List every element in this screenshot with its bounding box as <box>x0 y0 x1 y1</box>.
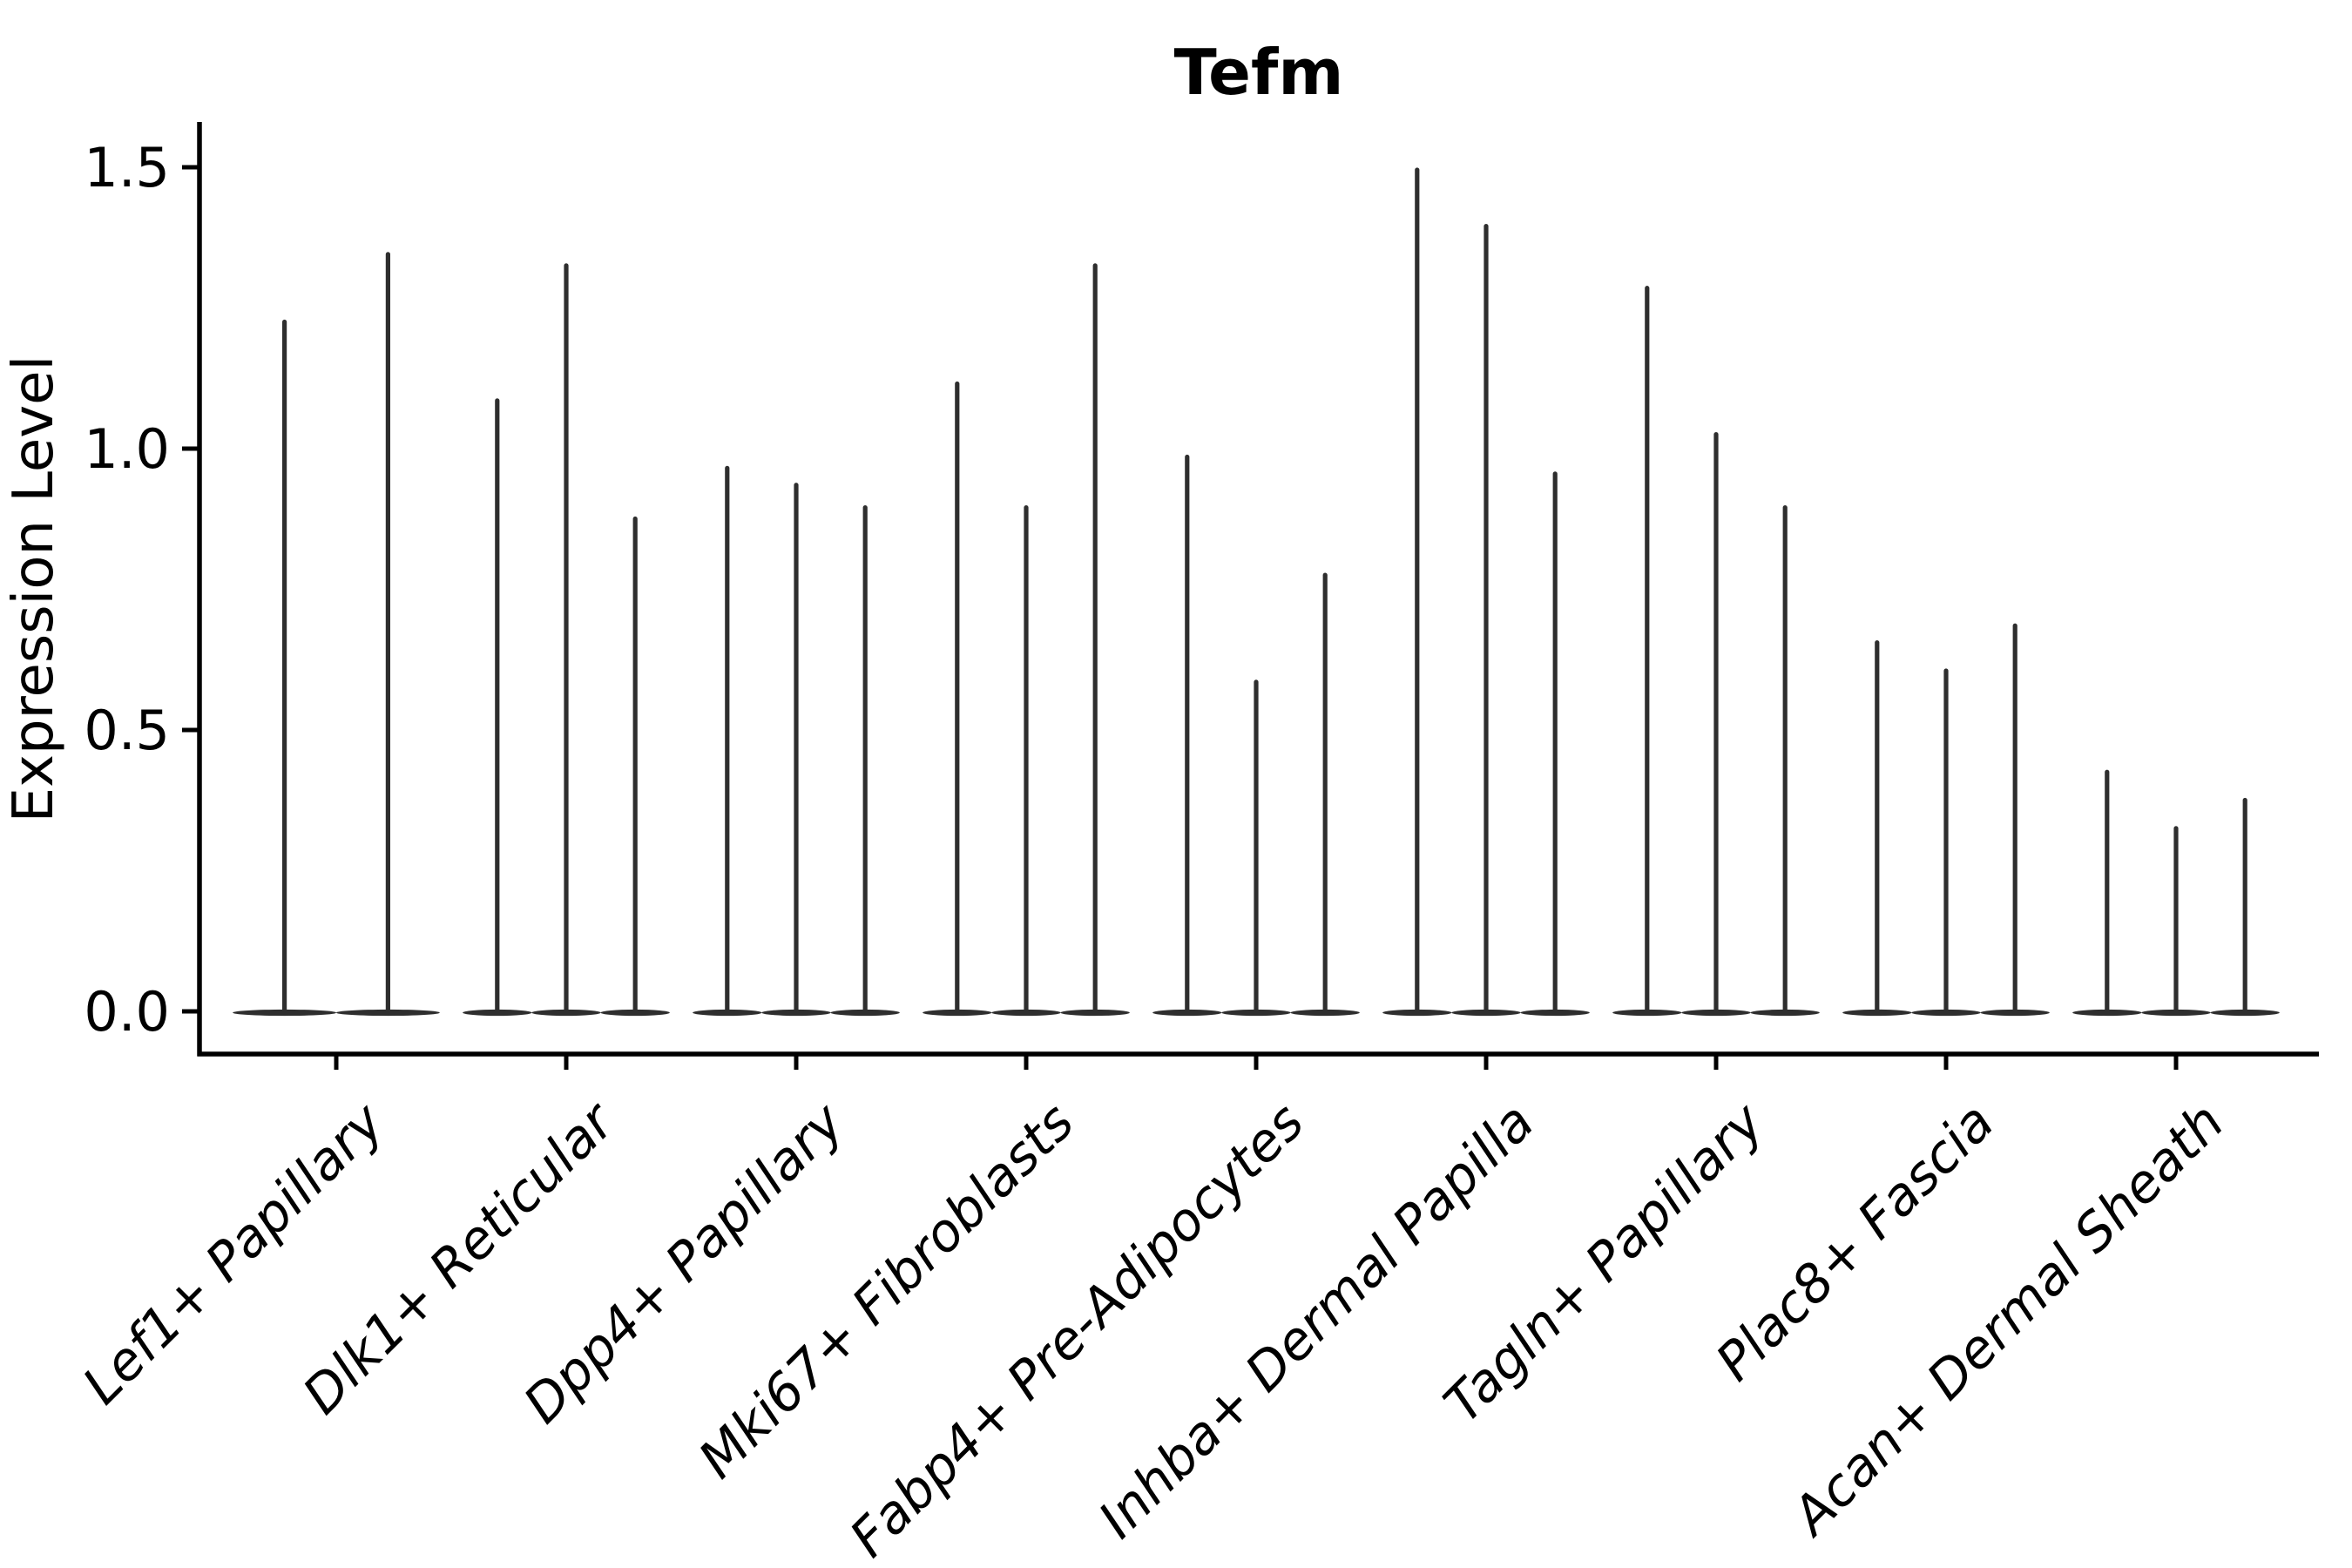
x-tick-label: Mki67+ Fibroblasts <box>687 1092 1086 1490</box>
violin <box>991 504 1061 1017</box>
violin <box>1290 572 1360 1017</box>
y-ticks: 0.0 0.5 1.0 1.5 <box>84 136 199 1044</box>
y-tick-label: 1.0 <box>84 417 170 481</box>
violin <box>1612 286 1682 1017</box>
violin <box>1221 679 1291 1017</box>
violin <box>1750 504 1820 1017</box>
violin <box>923 381 992 1017</box>
x-tick-label: Inhba+ Dermal Papilla <box>1087 1092 1545 1550</box>
violin <box>2072 769 2142 1017</box>
y-tick-label: 0.0 <box>84 980 170 1044</box>
violin <box>693 465 762 1017</box>
violin <box>1842 640 1912 1017</box>
violin <box>1911 668 1981 1017</box>
violin <box>1152 454 1222 1017</box>
violin <box>600 516 670 1017</box>
violin <box>830 504 900 1017</box>
y-tick-label: 1.5 <box>84 136 170 199</box>
violin <box>463 398 532 1017</box>
violin <box>1451 224 1521 1017</box>
plot-title: Tefm <box>1174 36 1344 109</box>
x-tick-label: Acan+ Dermal Sheath <box>1779 1092 2236 1549</box>
y-axis-label: Expression Level <box>2 355 66 823</box>
violin <box>1520 471 1590 1017</box>
x-tick-label: Fabp4+ Pre-Adipocytes <box>838 1092 1315 1568</box>
violin <box>233 319 336 1017</box>
violins <box>233 167 2280 1017</box>
violin <box>2141 826 2211 1017</box>
violin <box>1980 623 2050 1017</box>
violin <box>1382 167 1452 1017</box>
violin <box>1060 263 1130 1017</box>
violin <box>336 252 440 1017</box>
violin <box>761 483 831 1017</box>
violin <box>2210 797 2280 1017</box>
y-tick-label: 0.5 <box>84 699 170 762</box>
violin <box>1681 432 1751 1017</box>
violin <box>531 263 601 1017</box>
